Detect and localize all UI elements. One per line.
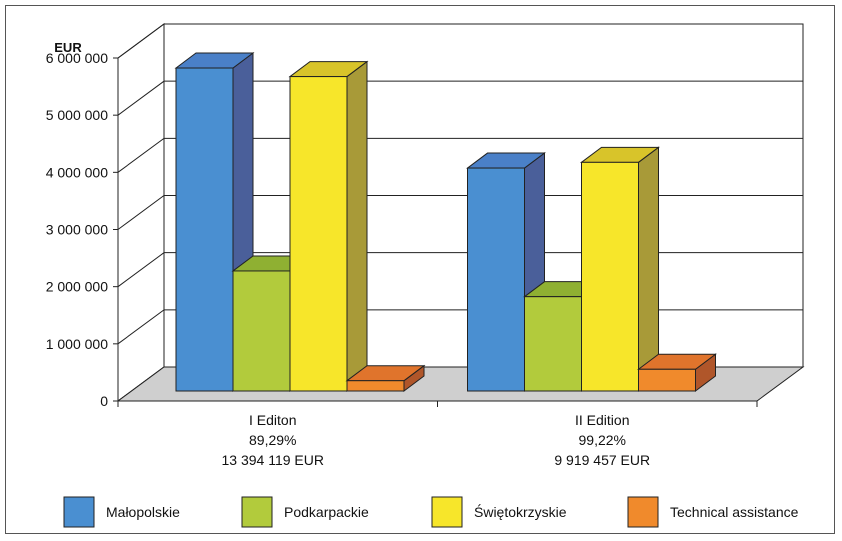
y-tick-label: 6 000 000	[46, 50, 108, 66]
gridline	[117, 137, 803, 173]
x-category-label: II Edition	[575, 412, 629, 428]
legend-swatch	[241, 496, 273, 528]
legend-swatch	[627, 496, 659, 528]
y-tick-label: 1 000 000	[46, 336, 108, 352]
x-category-label: 89,29%	[249, 432, 296, 448]
legend-label: Małopolskie	[106, 504, 180, 520]
bar	[467, 167, 525, 392]
gridline	[117, 23, 803, 59]
x-category-label: I Editon	[249, 412, 296, 428]
bar	[346, 380, 405, 392]
legend-label: Świętokrzyskie	[474, 503, 567, 520]
bar	[524, 296, 582, 392]
legend-label: Podkarpackie	[284, 504, 369, 520]
y-tick-label: 2 000 000	[46, 279, 108, 295]
y-tick-label: 5 000 000	[46, 107, 108, 123]
bar	[638, 368, 696, 392]
bar	[581, 161, 639, 392]
y-unit-label: EUR	[54, 40, 82, 55]
y-tick-label: 3 000 000	[46, 222, 108, 238]
legend-swatch	[431, 496, 463, 528]
bar	[289, 76, 348, 392]
bar	[175, 67, 234, 392]
x-category-label: 9 919 457 EUR	[554, 452, 650, 468]
legend-swatch	[63, 496, 95, 528]
y-tick-label: 4 000 000	[46, 164, 108, 180]
x-category-label: 99,22%	[579, 432, 626, 448]
x-category-label: 13 394 119 EUR	[222, 452, 324, 468]
bar-side	[638, 146, 659, 392]
legend-label: Technical assistance	[670, 504, 799, 520]
gridline	[117, 80, 803, 116]
bar-side	[346, 60, 368, 392]
y-tick-label: 0	[100, 393, 108, 409]
bar	[232, 270, 291, 392]
